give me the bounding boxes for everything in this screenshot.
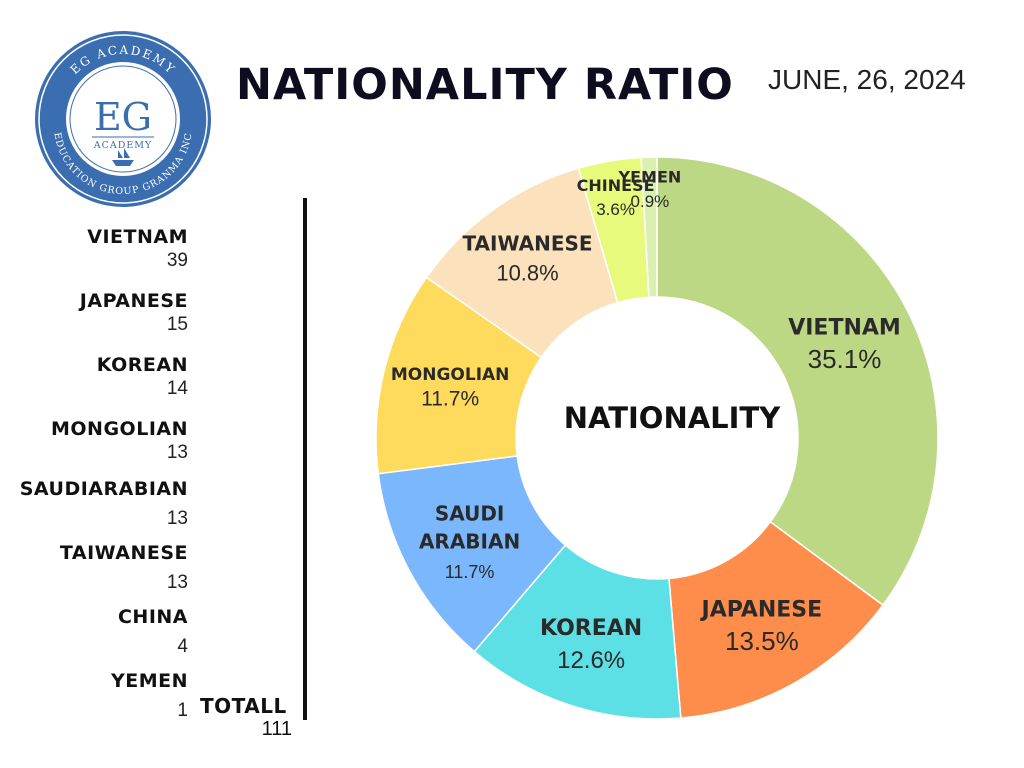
total-label: TOTALL (200, 694, 287, 718)
legend-item-yemen: YEMEN 1 (0, 670, 188, 722)
legend-item-count: 15 (166, 314, 188, 335)
legend-divider (303, 198, 307, 720)
legend-item-name: YEMEN (110, 670, 188, 692)
slice-yemen (640, 156, 658, 299)
slice-label-name: KOREAN (540, 616, 642, 641)
slice-label-name: YEMEN (618, 168, 682, 187)
slice-label-percent: 11.7% (445, 562, 495, 582)
slice-label-name: JAPANESE (700, 598, 823, 623)
legend-item-vietnam: VIETNAM 39 (0, 226, 188, 272)
legend-item-count: 4 (177, 636, 188, 657)
page-title: NATIONALITY RATIO (236, 60, 734, 110)
slice-label-percent: 13.5% (725, 626, 799, 656)
slice-label-percent: 0.9% (631, 192, 670, 211)
slice-japanese (668, 520, 884, 719)
legend-item-korean: KOREAN 14 (0, 354, 188, 400)
slice-label-percent: 3.6% (596, 200, 635, 219)
legend-item-name: CHINA (117, 606, 188, 628)
slice-label-percent: 10.8% (496, 261, 558, 286)
legend-item-name: JAPANESE (79, 290, 188, 312)
legend-item-japanese: JAPANESE 15 (0, 290, 188, 336)
legend-item-mongolian: MONGOLIAN 13 (0, 418, 188, 464)
legend-item-count: 14 (166, 378, 188, 399)
legend-item-name: MONGOLIAN (51, 418, 188, 440)
legend-item-name: SAUDIARABIAN (19, 478, 188, 500)
slice-vietnam (656, 156, 939, 607)
legend-item-china: CHINA 4 (0, 606, 188, 658)
ship-icon (112, 148, 134, 166)
total-value: 111 (261, 718, 292, 740)
legend-item-taiwanese: TAIWANESE 13 (0, 542, 188, 594)
logo-monogram: EG (94, 95, 152, 139)
slice-label-percent: 11.7% (421, 388, 479, 411)
legend-item-count: 39 (166, 250, 188, 271)
legend-item-saudiarabian: SAUDIARABIAN 13 (0, 478, 188, 530)
legend-item-count: 13 (166, 572, 188, 593)
slice-label-name: TAIWANESE (462, 231, 592, 255)
slice-label-percent: 12.6% (557, 647, 625, 674)
slice-label-name: VIETNAM (788, 315, 901, 340)
report-date: JUNE, 26, 2024 (768, 64, 966, 95)
slice-label-name: SAUDI (435, 501, 505, 525)
legend-item-count: 1 (177, 700, 188, 721)
slice-label-name: ARABIAN (419, 529, 520, 553)
slice-label-name: MONGOLIAN (391, 365, 510, 385)
slice-label-name: CHINESE (577, 176, 655, 195)
legend-item-name: TAIWANESE (59, 542, 188, 564)
logo-sub-text: ACADEMY (93, 140, 153, 151)
slice-label-percent: 35.1% (808, 344, 882, 374)
legend-item-count: 13 (166, 442, 188, 463)
donut-center-label: NATIONALITY (564, 401, 781, 435)
legend-item-name: VIETNAM (87, 226, 188, 248)
legend-item-count: 13 (166, 508, 188, 529)
legend-item-name: KOREAN (96, 354, 188, 376)
eg-academy-logo: EG ACADEMY EDUCATION GROUP GRANMA INC EG… (35, 31, 211, 207)
